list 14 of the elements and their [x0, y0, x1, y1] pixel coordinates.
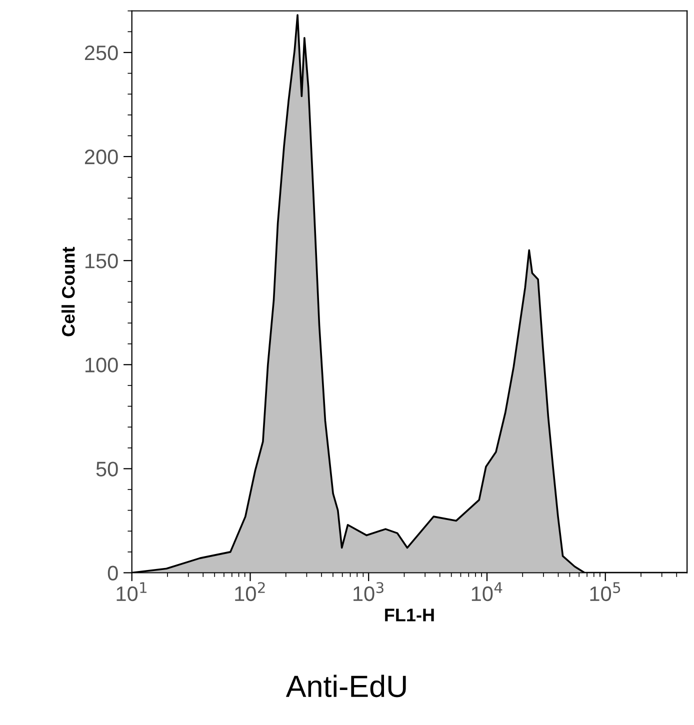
y-tick-label: 150: [86, 254, 118, 268]
x-axis-title: FL1-H: [385, 608, 434, 622]
x-tick-label: 10$^{2}$: [235, 582, 265, 602]
y-axis-title: Cell Count: [62, 246, 75, 336]
x-tick-label: 10$^{3}$: [354, 582, 384, 602]
y-tick-label: 100: [86, 358, 118, 372]
text: Anti-EdU: [286, 674, 406, 698]
y-tick-label: 200: [84, 150, 118, 164]
y-tick-label: 50: [96, 462, 118, 476]
x-tick-label: 10$^{4}$: [472, 582, 502, 602]
y-tick-label: 0: [108, 566, 118, 581]
x-tick-label: 10$^{1}$: [116, 582, 146, 602]
y-tick-label: 250: [84, 45, 118, 60]
x-tick-label: 10$^{5}$: [590, 582, 620, 602]
